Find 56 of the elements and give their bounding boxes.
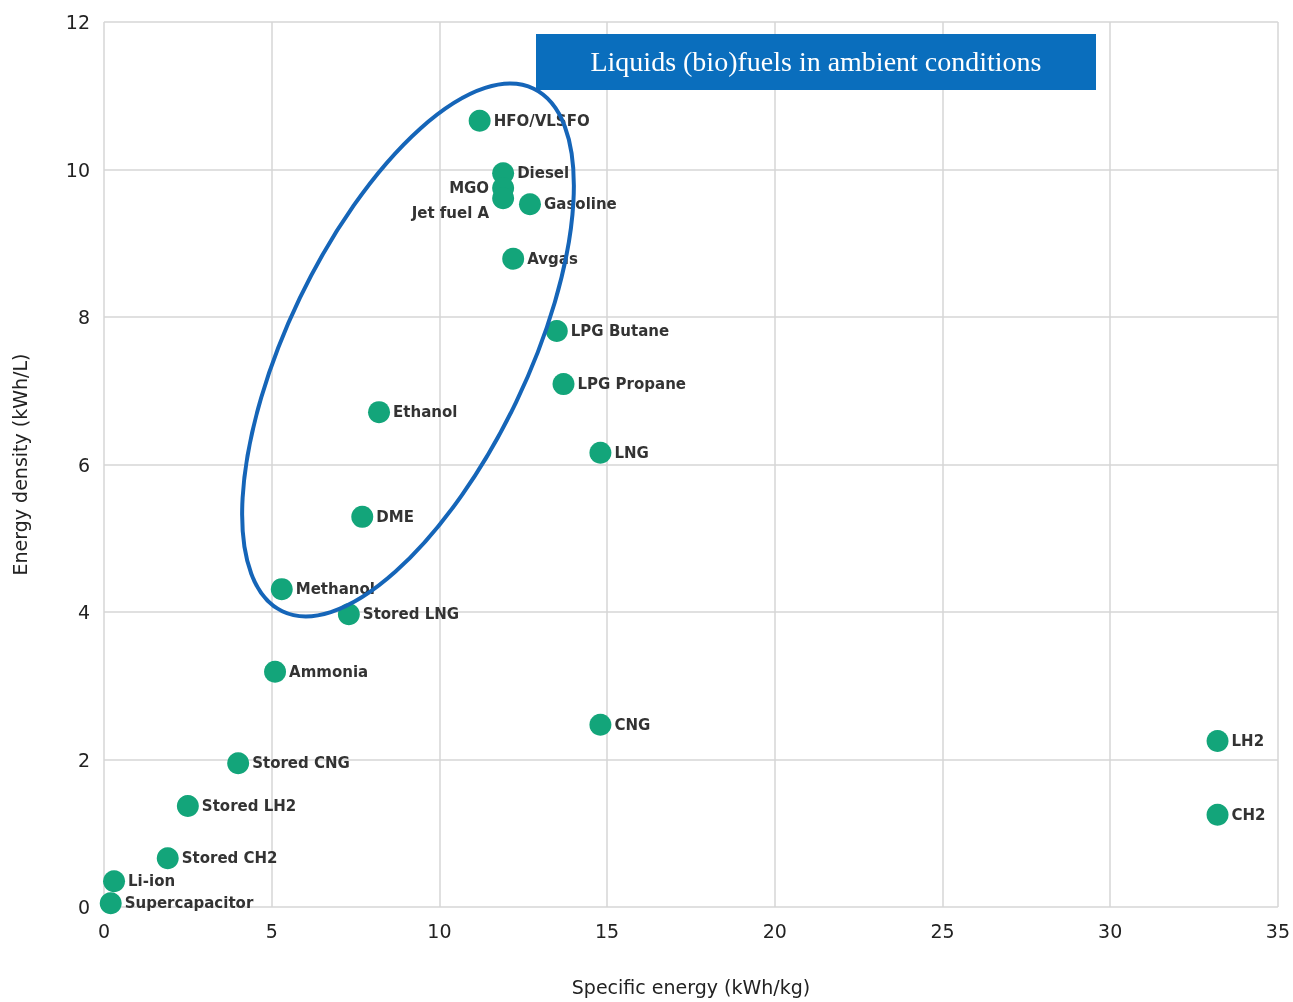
- point: [103, 870, 126, 893]
- annotation: LH2: [1231, 732, 1265, 751]
- point: [1206, 803, 1229, 826]
- point: [1206, 730, 1229, 753]
- point: [545, 320, 568, 343]
- point: [227, 752, 250, 775]
- annotation: Stored CNG: [252, 754, 350, 773]
- annotation: Liquids (bio)fuels in ambient conditions: [590, 46, 1042, 78]
- point: [502, 247, 525, 270]
- annotation: Diesel: [517, 164, 570, 183]
- x-tick-label: 30: [1098, 919, 1123, 942]
- annotation: MGO: [449, 178, 490, 197]
- annotation: Ammonia: [289, 662, 369, 681]
- x-tick-label: 20: [762, 919, 787, 942]
- annotation: Stored LH2: [201, 796, 297, 815]
- annotation: Stored LNG: [362, 605, 460, 624]
- annotation: DME: [376, 507, 414, 526]
- x-tick-label: 25: [930, 919, 955, 942]
- x-tick-label: 15: [595, 919, 620, 942]
- point: [351, 505, 374, 528]
- y-tick-label: 8: [77, 306, 90, 328]
- annotation: CNG: [614, 715, 651, 734]
- annotation: Supercapacitor: [124, 894, 254, 913]
- y-axis-title: Energy density (kWh/L): [8, 353, 31, 576]
- x-tick-label: 35: [1265, 919, 1291, 942]
- text-box: Liquids (bio)fuels in ambient conditions: [536, 34, 1096, 90]
- point: [176, 794, 199, 817]
- annotation: LPG Propane: [577, 375, 686, 394]
- annotation: Stored CH2: [181, 849, 278, 868]
- annotation: Methanol: [295, 580, 375, 599]
- y-tick-label: 4: [77, 601, 90, 623]
- y-tick-label: 10: [65, 158, 90, 181]
- point: [589, 441, 612, 464]
- point: [468, 109, 491, 132]
- x-tick-label: 0: [97, 919, 111, 942]
- annotation: Ethanol: [393, 403, 458, 422]
- x-tick-label: 5: [265, 919, 278, 942]
- y-tick-label: 6: [77, 453, 90, 476]
- point: [270, 578, 293, 601]
- annotation: CH2: [1231, 805, 1266, 824]
- annotation: Li-ion: [128, 872, 176, 891]
- annotation: LPG Butane: [570, 322, 670, 341]
- point: [368, 401, 391, 424]
- annotation: Jet fuel A: [410, 204, 490, 223]
- point: [552, 373, 575, 396]
- point: [99, 892, 122, 915]
- point: [589, 713, 612, 736]
- y-tick-label: 2: [77, 748, 90, 771]
- point: [156, 847, 179, 870]
- x-axis-title: Specific energy (kWh/kg): [571, 975, 811, 998]
- point: [518, 193, 541, 216]
- y-tick-label: 0: [77, 896, 90, 918]
- point: [264, 660, 287, 683]
- y-tick-label: 12: [65, 11, 90, 33]
- x-tick-label: 10: [427, 919, 452, 942]
- annotation: LNG: [614, 443, 649, 462]
